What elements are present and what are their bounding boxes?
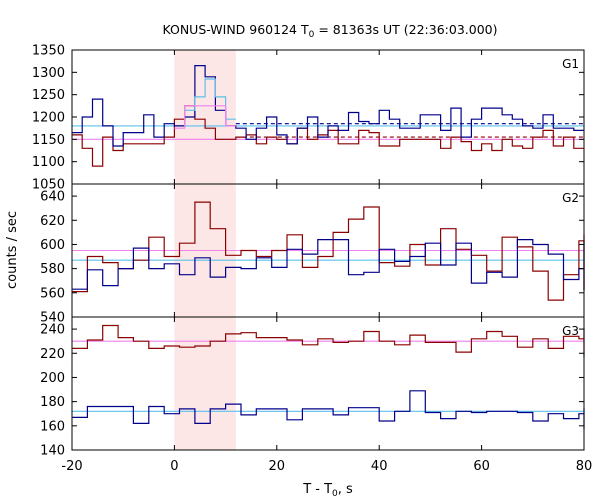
y-tick-label: 200 [40, 371, 65, 386]
y-tick-label: 240 [40, 323, 65, 338]
x-tick-label: 20 [269, 459, 286, 474]
y-tick-label: 1100 [32, 155, 65, 170]
panel-label: G2 [562, 191, 579, 205]
y-tick-label: 1300 [32, 66, 65, 81]
x-axis-label: T - T0, s [302, 482, 353, 499]
x-tick-label: 60 [473, 459, 490, 474]
highlight-band [174, 317, 236, 450]
y-tick-label: 620 [40, 214, 65, 229]
y-tick-label: 600 [40, 238, 65, 253]
step-series-dark_blue [72, 390, 585, 430]
x-tick-label: 80 [576, 459, 593, 474]
panel-g2: 540 560 580 600 620 640 G2 [40, 183, 585, 326]
y-tick-label: 1250 [32, 88, 65, 103]
panel-g1: 1050 1100 1150 1200 1250 1300 1350 G1 [32, 44, 585, 193]
plot-area: 1050 1100 1150 1200 1250 1300 1350 G1 540 560 580 6… [32, 44, 592, 475]
y-tick-label: 140 [40, 444, 65, 459]
x-tick-label: 40 [371, 459, 388, 474]
panel-label: G1 [562, 57, 579, 71]
y-tick-label: 580 [40, 262, 65, 277]
x-tick-label: 0 [170, 459, 178, 474]
y-axis-label: counts / sec [5, 211, 20, 289]
y-tick-label: 1050 [32, 178, 65, 193]
y-tick-label: 160 [40, 419, 65, 434]
y-tick-label: 1150 [32, 133, 65, 148]
peak-step-pink [174, 105, 236, 129]
x-tick-label: -20 [61, 459, 82, 474]
panel-frame [71, 49, 585, 185]
panel-g3: 140 160 180 200 220 240 G3 [40, 316, 585, 459]
y-tick-label: 640 [40, 190, 65, 205]
panel-label: G3 [562, 324, 579, 338]
y-tick-label: 1200 [32, 111, 65, 126]
y-tick-label: 220 [40, 347, 65, 362]
step-series-dark_blue [72, 65, 584, 147]
y-tick-label: 540 [40, 311, 65, 326]
y-tick-label: 1350 [32, 44, 65, 59]
y-tick-label: 180 [40, 395, 65, 410]
chart-title: KONUS-WIND 960124 T0 = 81363s UT (22:36:… [162, 22, 497, 40]
y-tick-label: 560 [40, 286, 65, 301]
panel-frame [71, 316, 585, 451]
